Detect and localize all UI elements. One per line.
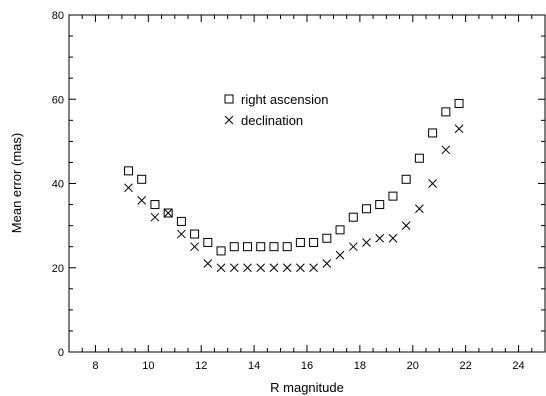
point-right-ascension bbox=[124, 166, 133, 176]
legend-marker-declination bbox=[224, 115, 234, 125]
point-declination bbox=[190, 242, 199, 252]
x-tick-label: 14 bbox=[248, 360, 260, 372]
point-right-ascension bbox=[375, 200, 385, 210]
y-tick-label: 80 bbox=[52, 10, 64, 22]
legend-label-right-ascension: right ascension bbox=[241, 92, 328, 107]
point-right-ascension bbox=[441, 107, 451, 117]
point-declination bbox=[309, 263, 318, 273]
y-axis-ticks bbox=[69, 14, 545, 353]
y-tick-label: 60 bbox=[52, 94, 64, 106]
x-tick-label: 16 bbox=[301, 360, 313, 372]
y-tick-label: 20 bbox=[52, 263, 64, 275]
point-declination bbox=[177, 229, 186, 239]
point-right-ascension bbox=[256, 242, 266, 252]
point-right-ascension bbox=[362, 204, 371, 214]
x-tick-label: 10 bbox=[142, 360, 154, 372]
point-declination bbox=[282, 263, 292, 273]
point-declination bbox=[163, 208, 173, 218]
x-tick-label: 24 bbox=[512, 360, 524, 372]
point-right-ascension bbox=[401, 174, 411, 184]
point-declination bbox=[348, 242, 358, 252]
point-declination bbox=[415, 204, 424, 214]
point-declination bbox=[216, 263, 226, 273]
point-declination bbox=[375, 233, 385, 243]
x-axis-ticks bbox=[68, 15, 546, 352]
point-right-ascension bbox=[282, 242, 292, 252]
point-right-ascension bbox=[229, 242, 239, 252]
y-tick-label: 40 bbox=[52, 179, 64, 191]
point-right-ascension bbox=[454, 98, 464, 108]
point-right-ascension bbox=[322, 233, 332, 243]
x-tick-label: 8 bbox=[92, 360, 98, 372]
data-points bbox=[124, 98, 464, 273]
point-right-ascension bbox=[190, 229, 200, 239]
point-right-ascension bbox=[150, 200, 160, 210]
point-declination bbox=[388, 233, 398, 243]
point-declination bbox=[243, 263, 252, 273]
legend: right ascension declination bbox=[224, 92, 328, 128]
point-declination bbox=[256, 263, 266, 273]
y-axis-tick-labels: 0 20 40 60 80 bbox=[52, 10, 64, 359]
point-right-ascension bbox=[295, 237, 305, 247]
point-declination bbox=[401, 221, 411, 230]
point-declination bbox=[441, 145, 451, 155]
y-axis-label: Mean error (mas) bbox=[9, 133, 24, 233]
point-declination bbox=[150, 212, 160, 222]
point-declination bbox=[137, 195, 147, 205]
x-tick-label: 20 bbox=[407, 360, 419, 372]
point-right-ascension bbox=[335, 225, 345, 235]
point-declination bbox=[322, 259, 332, 268]
point-right-ascension bbox=[388, 191, 398, 201]
point-declination bbox=[454, 124, 464, 134]
point-right-ascension bbox=[414, 153, 424, 163]
point-right-ascension bbox=[269, 242, 279, 252]
x-tick-label: 22 bbox=[460, 360, 472, 372]
point-right-ascension bbox=[428, 128, 438, 138]
point-right-ascension bbox=[216, 246, 226, 256]
point-right-ascension bbox=[309, 237, 319, 247]
point-declination bbox=[229, 263, 239, 273]
x-axis-label: R magnitude bbox=[270, 380, 344, 395]
point-right-ascension bbox=[243, 242, 252, 252]
point-declination bbox=[203, 259, 213, 268]
point-declination bbox=[269, 263, 279, 273]
point-declination bbox=[335, 250, 345, 260]
point-right-ascension bbox=[163, 208, 173, 218]
point-right-ascension bbox=[176, 216, 186, 226]
point-declination bbox=[428, 179, 437, 188]
point-declination bbox=[296, 263, 305, 273]
legend-label-declination: declination bbox=[241, 113, 303, 128]
point-right-ascension bbox=[348, 212, 358, 222]
y-tick-label: 0 bbox=[58, 347, 64, 359]
x-tick-label: 18 bbox=[354, 360, 366, 372]
point-right-ascension bbox=[137, 174, 147, 184]
x-axis-tick-labels: 8 10 12 14 16 18 20 22 24 bbox=[92, 360, 524, 372]
point-declination bbox=[124, 183, 133, 193]
point-right-ascension bbox=[203, 237, 213, 247]
legend-marker-right-ascension bbox=[224, 94, 234, 104]
x-tick-label: 12 bbox=[195, 360, 207, 372]
point-declination bbox=[362, 238, 371, 247]
